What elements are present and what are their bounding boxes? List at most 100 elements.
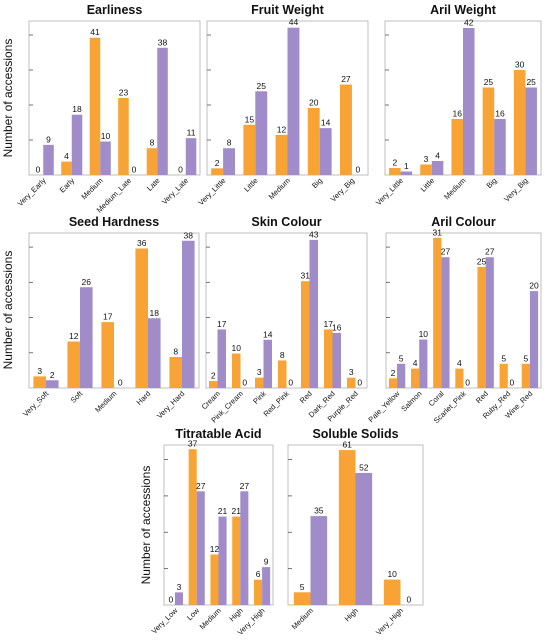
bar (255, 91, 268, 175)
data-label: 44 (289, 17, 299, 27)
x-tick-label: Red_Pink (262, 389, 292, 419)
bar (397, 363, 406, 388)
panel-title: Skin Colour (251, 215, 321, 229)
data-label: 37 (188, 439, 198, 449)
data-label: 0 (355, 165, 360, 175)
data-label: 2 (215, 158, 220, 168)
bar (300, 281, 310, 388)
data-label: 12 (277, 124, 287, 134)
bar (293, 592, 311, 605)
data-label: 16 (452, 109, 462, 119)
data-label: 0 (178, 165, 183, 175)
bar (310, 516, 328, 605)
bar (307, 108, 320, 175)
x-tick-label: Late (145, 176, 162, 193)
bar (80, 287, 93, 388)
y-axis-label: Number of accessions (1, 251, 15, 370)
bar (277, 360, 287, 388)
x-tick-label: Very_Big (502, 176, 530, 204)
data-label: 2 (391, 368, 396, 378)
bar (482, 87, 495, 175)
data-label: 0 (510, 378, 515, 388)
panel-title: Aril Weight (430, 3, 497, 17)
x-tick-label: Medium (93, 389, 118, 414)
bar (67, 341, 80, 388)
bar (146, 148, 158, 175)
bar (275, 134, 288, 175)
bar (217, 329, 227, 388)
x-tick-label: Very_High (374, 606, 405, 637)
data-label: 26 (82, 277, 92, 287)
data-label: 4 (435, 151, 440, 161)
data-label: 3 (177, 582, 182, 592)
data-label: 17 (103, 312, 113, 322)
data-label: 21 (218, 506, 228, 516)
data-label: 15 (245, 114, 255, 124)
data-label: 4 (64, 151, 69, 161)
bar (174, 592, 183, 605)
x-tick-label: Very_Hard (155, 389, 186, 420)
data-label: 0 (465, 378, 470, 388)
bar (89, 37, 101, 175)
data-label: 25 (477, 256, 487, 266)
data-label: 21 (232, 506, 242, 516)
data-label: 52 (359, 462, 369, 472)
bar (223, 148, 236, 175)
panel-title: Aril Colour (431, 215, 496, 229)
data-label: 0 (288, 378, 293, 388)
data-label: 6 (256, 569, 261, 579)
x-tick-label: High (227, 606, 244, 623)
bar (196, 491, 205, 605)
bar (529, 291, 539, 388)
data-label: 4 (457, 358, 462, 368)
bar (46, 380, 59, 388)
data-label: 2 (211, 371, 216, 381)
x-tick-label: Medium (79, 176, 104, 201)
x-tick-label: Little (242, 176, 260, 194)
data-label: 38 (184, 230, 194, 240)
data-label: 17 (324, 319, 334, 329)
bar (411, 368, 420, 388)
x-tick-label: Red (474, 389, 490, 405)
x-tick-label: High (343, 606, 360, 623)
bar (148, 318, 161, 388)
x-tick-label: Very_Low (150, 606, 180, 636)
bar (243, 124, 256, 175)
bar (218, 516, 227, 605)
data-label: 5 (523, 353, 528, 363)
data-label: 17 (217, 319, 227, 329)
x-tick-label: Salmon (399, 389, 423, 413)
data-label: 27 (240, 481, 250, 491)
x-tick-label: Medium (267, 176, 292, 201)
data-label: 23 (119, 88, 129, 98)
data-label: 12 (69, 331, 79, 341)
bar (521, 363, 530, 388)
bar (499, 363, 508, 388)
x-tick-label: Very_Big (329, 176, 357, 204)
x-tick-label: Little (419, 176, 437, 194)
data-label: 10 (232, 343, 242, 353)
bar (383, 579, 401, 605)
bar (513, 70, 526, 175)
bar (210, 554, 219, 605)
x-tick-label: Coral (427, 389, 446, 408)
panel-title: Soluble Solids (312, 427, 398, 441)
bar (182, 240, 195, 388)
x-tick-label: Medium (198, 606, 223, 631)
data-label: 31 (433, 227, 443, 237)
bar (240, 491, 249, 605)
data-label: 20 (309, 98, 319, 108)
panel-title: Seed Hardness (69, 215, 159, 229)
bar (463, 28, 475, 175)
bar (332, 332, 342, 388)
bar (346, 377, 356, 388)
data-label: 5 (300, 582, 305, 592)
data-label: 42 (464, 18, 474, 28)
bar (338, 450, 356, 605)
bar (431, 161, 444, 175)
data-label: 0 (168, 595, 173, 605)
data-label: 14 (321, 118, 331, 128)
data-label: 16 (332, 322, 342, 332)
data-label: 61 (342, 440, 352, 450)
